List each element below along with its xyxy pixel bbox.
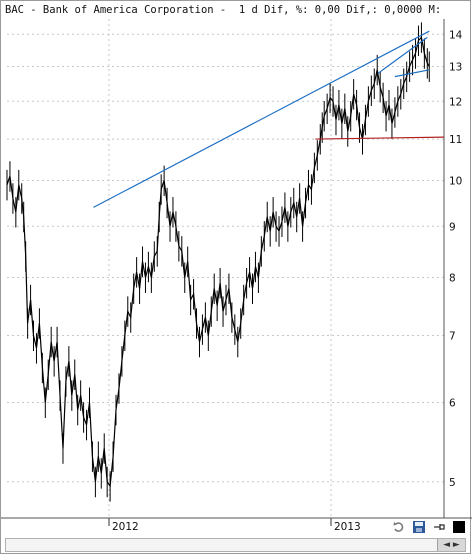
y-tick-label-12: 12 bbox=[449, 96, 462, 108]
chart-header: BAC - Bank of America Corporation - 1 d … bbox=[5, 4, 445, 16]
y-tick-label-5: 5 bbox=[449, 477, 456, 489]
x-tick-label-2012: 2012 bbox=[112, 521, 139, 533]
y-tick-label-7: 7 bbox=[449, 331, 456, 343]
y-tick-label-9: 9 bbox=[449, 221, 456, 233]
scroll-thumb[interactable]: ◄ ► bbox=[437, 539, 465, 551]
support-line bbox=[315, 136, 445, 140]
y-tick-label-8: 8 bbox=[449, 272, 456, 284]
y-tick-label-13: 13 bbox=[449, 61, 462, 73]
chart-ticks: 5 6 7 8 9 10 11 12 13 14 2012 2013 bbox=[112, 29, 463, 533]
chart-toolbar bbox=[392, 520, 466, 534]
pin-icon[interactable] bbox=[432, 520, 446, 534]
chart-axes bbox=[1, 19, 472, 526]
y-tick-label-14: 14 bbox=[449, 29, 463, 41]
chart-series bbox=[6, 22, 430, 502]
channel-lower-line bbox=[394, 69, 430, 78]
price-chart[interactable]: 5 6 7 8 9 10 11 12 13 14 2012 2013 bbox=[1, 1, 472, 536]
y-tick-label-11: 11 bbox=[449, 134, 462, 146]
upper-trendline bbox=[93, 30, 430, 208]
refresh-icon[interactable] bbox=[392, 520, 406, 534]
series-line-0 bbox=[6, 36, 430, 488]
save-icon[interactable] bbox=[412, 520, 426, 534]
chart-grid bbox=[7, 19, 444, 518]
chart-annotations bbox=[93, 30, 445, 208]
x-tick-label-2013: 2013 bbox=[334, 521, 361, 533]
y-tick-label-6: 6 bbox=[449, 398, 456, 410]
y-tick-label-10: 10 bbox=[449, 175, 462, 187]
channel-upper-line bbox=[377, 36, 428, 74]
horizontal-scrollbar[interactable]: ◄ ► bbox=[5, 538, 466, 552]
color-swatch[interactable] bbox=[452, 520, 466, 534]
